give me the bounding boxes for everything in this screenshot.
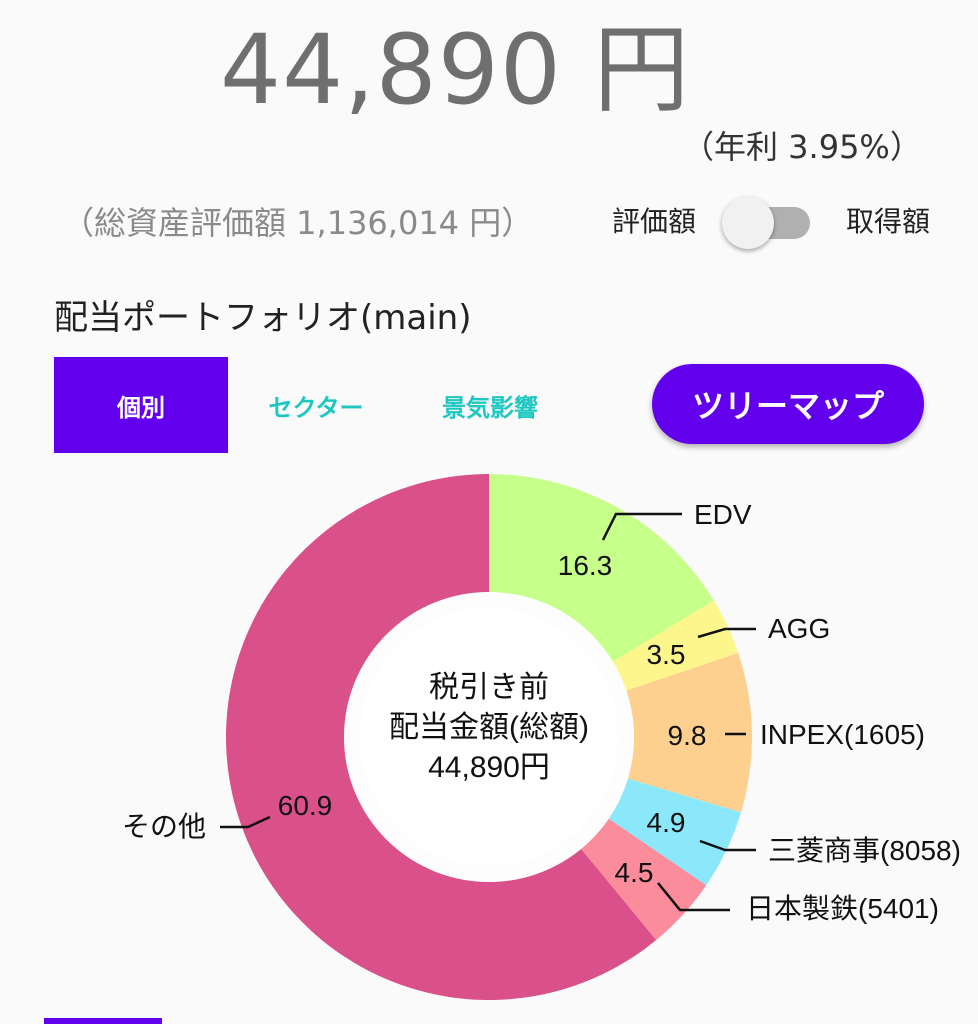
acquisition-label: 取得額	[846, 205, 931, 238]
leader-line	[657, 882, 730, 912]
slice-value-label: 3.5	[647, 639, 686, 670]
tab-individual[interactable]: 個別	[54, 357, 228, 453]
leader-line	[220, 815, 271, 829]
slice-name-label: INPEX(1605)	[760, 719, 925, 750]
total-assets-text: （総資産評価額 1,136,014 円）	[62, 204, 534, 242]
slice-value-label: 60.9	[278, 790, 333, 821]
valuation-toggle-switch[interactable]	[722, 197, 814, 249]
leader-line	[601, 512, 682, 541]
donut-slice[interactable]	[225, 474, 657, 1001]
inner-ring	[344, 592, 634, 882]
switch-thumb	[722, 197, 774, 249]
slice-name-label: AGG	[768, 613, 830, 644]
bottom-tab-indicator	[44, 1018, 162, 1024]
center-label-line: 44,890円	[428, 751, 550, 784]
slice-name-label: 日本製鉄(5401)	[746, 893, 939, 924]
leader-line	[697, 627, 756, 639]
dividend-donut-chart: 16.3 EDV 3.5 AGG 9.8 INPEX(1605) 4.9 三菱商事(8058)…	[0, 460, 978, 1024]
yield-text: （年利 3.95%）	[682, 128, 922, 166]
slice-name-label: 三菱商事(8058)	[768, 835, 961, 866]
donut-slice[interactable]	[612, 600, 739, 691]
tab-economic-impact[interactable]: 景気影響	[442, 393, 538, 422]
slice-name-label: その他	[122, 811, 206, 842]
portfolio-title: 配当ポートフォリオ(main)	[54, 298, 472, 338]
slice-value-label: 16.3	[558, 550, 613, 581]
leader-line	[699, 839, 756, 852]
tab-sector[interactable]: セクター	[268, 393, 364, 422]
valuation-label: 評価額	[612, 205, 697, 238]
donut-slice[interactable]	[581, 818, 707, 941]
donut-slice[interactable]	[489, 474, 714, 662]
slice-value-label: 4.5	[615, 857, 654, 888]
treemap-button[interactable]: ツリーマップ	[652, 364, 924, 444]
slice-value-label: 9.8	[668, 720, 707, 751]
center-label-line: 税引き前	[429, 671, 549, 704]
donut-slice[interactable]	[626, 652, 753, 813]
donut-slice[interactable]	[608, 778, 741, 886]
slice-value-label: 4.9	[647, 807, 686, 838]
center-label-line: 配当金額(総額)	[389, 711, 589, 744]
donut-hole	[360, 608, 618, 866]
dividend-amount: 44,890 円	[220, 14, 691, 126]
slice-name-label: EDV	[694, 499, 752, 530]
